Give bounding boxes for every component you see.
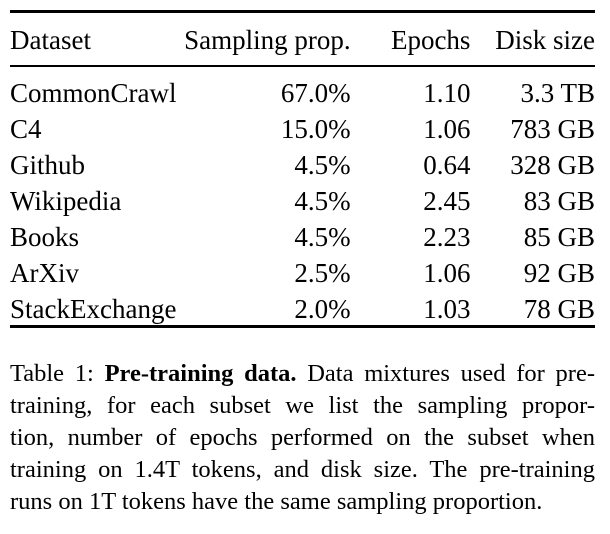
cell-epochs: 2.45 [423, 186, 471, 216]
cell-disk-size: 83 GB [523, 186, 595, 216]
table-header-row: Dataset Sampling prop. Epochs Disk size [10, 20, 595, 60]
cell-disk-size: 78 GB [523, 294, 595, 324]
table-header-rule [10, 65, 595, 67]
header-epochs: Epochs [390, 25, 471, 55]
cell-dataset: Wikipedia [10, 186, 122, 216]
table-row: Github 4.5% 0.64 328 GB [10, 147, 595, 183]
table-row: StackExchange 2.0% 1.03 78 GB [10, 291, 595, 327]
cell-epochs: 1.06 [423, 258, 471, 288]
cell-epochs: 2.23 [423, 222, 471, 252]
cell-epochs: 0.64 [423, 150, 471, 180]
header-dataset: Dataset [10, 25, 91, 55]
pretraining-data-table: Dataset Sampling prop. Epochs Disk size … [10, 20, 595, 327]
caption-line: Table 1: Pre-training data. Data mixture… [10, 358, 595, 390]
table-row: ArXiv 2.5% 1.06 92 GB [10, 255, 595, 291]
cell-epochs: 1.06 [423, 114, 471, 144]
cell-epochs: 1.10 [423, 78, 471, 108]
caption-line: runs on 1T tokens have the same sampling… [10, 488, 543, 515]
table-row: Books 4.5% 2.23 85 GB [10, 219, 595, 255]
cell-disk-size: 85 GB [523, 222, 595, 252]
caption-bold-title: Pre-training data. [104, 360, 297, 387]
cell-disk-size: 328 GB [510, 150, 595, 180]
cell-sampling-prop: 2.5% [294, 258, 351, 288]
header-disk-size: Disk size [495, 25, 595, 55]
table-row: Wikipedia 4.5% 2.45 83 GB [10, 183, 595, 219]
table-row: C4 15.0% 1.06 783 GB [10, 111, 595, 147]
table-row: CommonCrawl 67.0% 1.10 3.3 TB [10, 60, 595, 111]
caption-text: Data mixtures used for pre- [296, 360, 595, 387]
cell-disk-size: 92 GB [523, 258, 595, 288]
caption-line: training, for each subset we list the sa… [10, 392, 595, 419]
cell-epochs: 1.03 [423, 294, 471, 324]
cell-sampling-prop: 15.0% [280, 114, 351, 144]
cell-disk-size: 783 GB [510, 114, 595, 144]
caption-line: tion, number of epochs performed on the … [10, 424, 595, 451]
caption-line: training on 1.4T tokens, and disk size. … [10, 456, 595, 483]
table-top-rule [10, 10, 595, 13]
header-sampling-prop: Sampling prop. [184, 25, 351, 55]
caption-label: Table 1: [10, 360, 94, 387]
table-bottom-rule [10, 325, 595, 328]
cell-dataset: Github [10, 150, 86, 180]
cell-sampling-prop: 4.5% [294, 222, 351, 252]
cell-dataset: CommonCrawl [10, 78, 177, 108]
cell-dataset: StackExchange [10, 294, 177, 324]
table-caption: Table 1: Pre-training data. Data mixture… [10, 358, 595, 518]
cell-dataset: Books [10, 222, 80, 252]
cell-disk-size: 3.3 TB [520, 78, 595, 108]
cell-sampling-prop: 67.0% [280, 78, 351, 108]
cell-sampling-prop: 4.5% [294, 186, 351, 216]
cell-dataset: C4 [10, 114, 42, 144]
cell-sampling-prop: 4.5% [294, 150, 351, 180]
cell-sampling-prop: 2.0% [294, 294, 351, 324]
cell-dataset: ArXiv [10, 258, 79, 288]
